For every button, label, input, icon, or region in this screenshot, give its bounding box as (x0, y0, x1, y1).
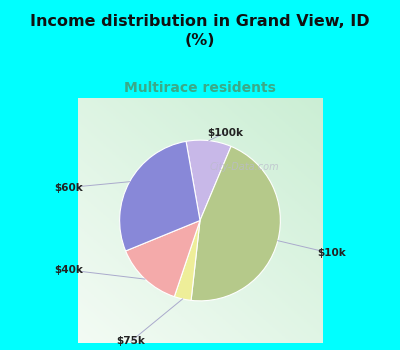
Text: $75k: $75k (116, 336, 146, 346)
Text: $10k: $10k (317, 248, 346, 258)
Text: $100k: $100k (207, 128, 243, 138)
Wedge shape (126, 220, 200, 297)
Text: $60k: $60k (54, 183, 83, 193)
Wedge shape (186, 140, 231, 220)
Wedge shape (120, 141, 200, 251)
Text: City-Data.com: City-Data.com (209, 162, 279, 172)
Text: Income distribution in Grand View, ID
(%): Income distribution in Grand View, ID (%… (30, 14, 370, 48)
Wedge shape (174, 220, 200, 300)
Wedge shape (191, 146, 280, 301)
Text: Multirace residents: Multirace residents (124, 80, 276, 94)
Text: $40k: $40k (54, 265, 83, 275)
